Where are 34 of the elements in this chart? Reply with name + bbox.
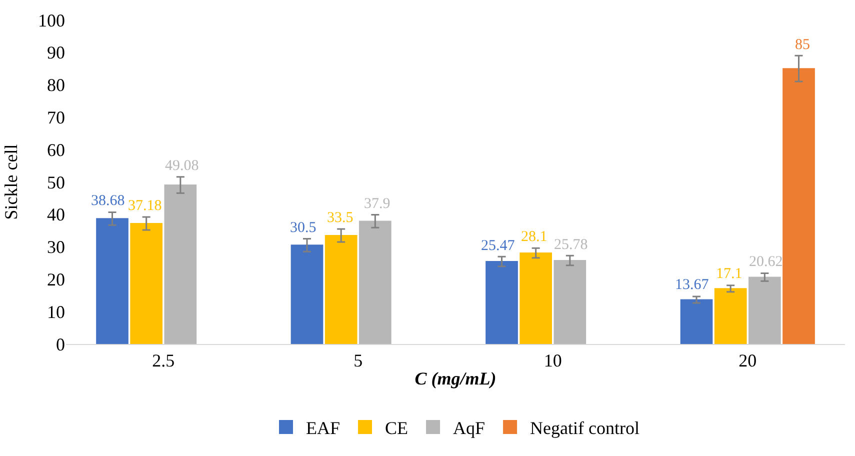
y-tick-label: 100	[38, 10, 65, 30]
y-tick-label: 10	[47, 302, 65, 322]
y-tick-label: 70	[47, 108, 65, 128]
legend-label: EAF	[306, 418, 340, 438]
data-label: 13.67	[675, 277, 710, 293]
data-label: 37.9	[364, 196, 390, 212]
x-tick-label: 5	[354, 350, 363, 371]
data-label: 25.78	[554, 237, 588, 253]
y-tick-label: 40	[47, 204, 65, 225]
y-axis-title: Sickle cell	[1, 144, 22, 220]
y-tick-label: 50	[47, 172, 65, 192]
data-label: 17.1	[716, 266, 742, 282]
data-label: 37.18	[128, 198, 162, 214]
data-label: 30.5	[290, 220, 316, 236]
data-label: 33.5	[327, 210, 354, 226]
y-tick-label: 20	[47, 270, 65, 290]
data-label: 38.68	[91, 193, 125, 209]
data-label: 49.08	[165, 158, 199, 174]
y-tick-label: 80	[47, 75, 65, 96]
legend-label: CE	[385, 418, 408, 438]
data-label: 28.1	[521, 229, 548, 245]
data-label: 25.47	[481, 238, 516, 254]
legend-label: Negatif control	[530, 418, 640, 438]
x-tick-label: 2.5	[152, 350, 175, 371]
data-label: 20.62	[749, 254, 783, 270]
data-label: 85	[795, 37, 810, 53]
x-axis-title: C (mg/mL)	[414, 368, 496, 389]
y-tick-label: 90	[47, 42, 65, 63]
x-tick-label: 10	[544, 350, 562, 371]
y-tick-label: 0	[56, 334, 65, 354]
y-tick-label: 30	[47, 237, 65, 258]
y-tick-label: 60	[47, 140, 65, 160]
legend-label: AqF	[453, 418, 486, 438]
x-tick-label: 20	[738, 350, 757, 371]
